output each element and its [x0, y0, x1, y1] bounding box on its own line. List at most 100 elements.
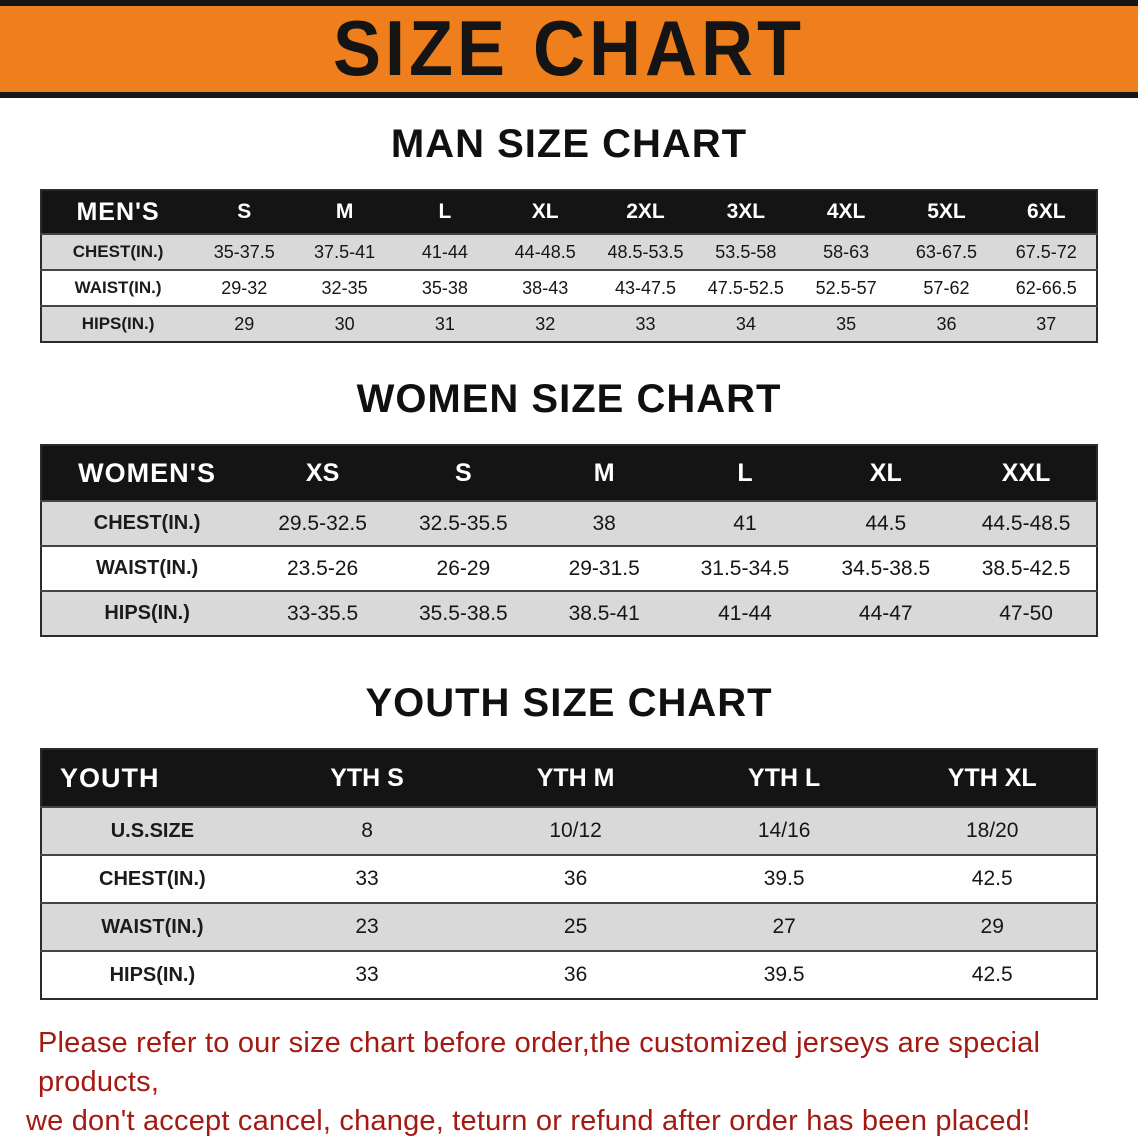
size-column-header: L — [438, 200, 452, 223]
size-value-cell: 29.5-32.5 — [252, 500, 393, 546]
size-value-cell: 43-47.5 — [595, 269, 696, 306]
size-value-cell: 29-32 — [194, 269, 295, 306]
size-value-cell: 34 — [695, 305, 796, 342]
size-value-cell: 41-44 — [394, 233, 496, 270]
size-value-cell: 30 — [294, 305, 395, 342]
size-value-cell: 35-37.5 — [194, 233, 295, 270]
table-row: WAIST(IN.) 23.5-26 26-29 29-31.5 31.5-34.5 34… — [41, 545, 1097, 591]
size-value-cell: 25 — [471, 902, 680, 951]
size-value-cell: 44.5 — [815, 500, 957, 546]
size-value-cell: 27 — [679, 902, 889, 951]
size-value-cell: 67.5-72 — [996, 233, 1097, 270]
row-label: CHEST(IN.) — [41, 500, 253, 546]
table-row: WAIST(IN.) 23 25 27 29 — [41, 902, 1097, 951]
table-row: HIPS(IN.) 33 36 39.5 42.5 — [41, 950, 1097, 999]
size-value-cell: 10/12 — [471, 806, 680, 855]
table-row: CHEST(IN.) 35-37.5 37.5-41 41-44 44-48.5 48.5… — [41, 233, 1097, 270]
table-title: WOMEN'S — [78, 457, 217, 488]
size-column-header: M — [335, 200, 354, 223]
size-column-header: 2XL — [626, 200, 665, 223]
size-column-header: XL — [531, 200, 559, 223]
size-value-cell: 32-35 — [294, 269, 395, 306]
size-value-cell: 38 — [533, 500, 675, 546]
row-label: WAIST(IN.) — [41, 269, 195, 306]
size-value-cell: 36 — [896, 305, 997, 342]
youth-size-chart-heading: YOUTH SIZE CHART — [365, 681, 773, 725]
table-title: YOUTH — [60, 762, 160, 793]
size-value-cell: 39.5 — [679, 950, 889, 999]
size-value-cell: 32.5-35.5 — [392, 500, 534, 546]
size-value-cell: 33 — [262, 854, 472, 903]
row-label: HIPS(IN.) — [41, 305, 195, 342]
size-value-cell: 35-38 — [394, 269, 496, 306]
size-column-header: 4XL — [826, 200, 866, 223]
size-value-cell: 33 — [262, 950, 472, 999]
row-label: HIPS(IN.) — [41, 950, 263, 999]
table-row: HIPS(IN.) 29 30 31 32 33 34 35 36 37 — [41, 305, 1097, 342]
size-column-header: XL — [869, 458, 902, 487]
size-value-cell: 47.5-52.5 — [695, 269, 796, 306]
table-row: CHEST(IN.) 33 36 39.5 42.5 — [41, 854, 1097, 903]
size-value-cell: 29-31.5 — [533, 545, 675, 591]
men-size-table: MEN'S S M L XL 2XL 3XL 4XL 5XL 6XL CHEST(IN.) 35-37… — [40, 189, 1098, 343]
size-value-cell: 8 — [262, 806, 472, 855]
size-value-cell: 58-63 — [795, 233, 897, 270]
women-size-table: WOMEN'S XS S M L XL XXL CHEST(IN.) 29.5-32.5 32.5… — [40, 444, 1098, 637]
size-value-cell: 36 — [471, 950, 680, 999]
size-value-cell: 53.5-58 — [695, 233, 796, 270]
size-value-cell: 23 — [262, 902, 472, 951]
size-value-cell: 23.5-26 — [252, 545, 393, 591]
size-column-header: M — [593, 458, 615, 487]
size-value-cell: 34.5-38.5 — [815, 545, 957, 591]
size-value-cell: 41-44 — [674, 590, 816, 636]
size-value-cell: 14/16 — [679, 806, 889, 855]
size-value-cell: 42.5 — [888, 854, 1097, 903]
size-column-header: S — [455, 458, 472, 487]
size-column-header: YTH M — [536, 763, 615, 792]
size-value-cell: 44-47 — [815, 590, 957, 636]
size-column-header: 5XL — [927, 200, 966, 223]
size-value-cell: 38.5-42.5 — [956, 545, 1097, 591]
size-column-header: YTH XL — [947, 763, 1037, 792]
women-size-chart-heading: WOMEN SIZE CHART — [356, 377, 782, 421]
size-value-cell: 36 — [471, 854, 680, 903]
size-value-cell: 44-48.5 — [495, 233, 596, 270]
size-value-cell: 63-67.5 — [896, 233, 997, 270]
disclaimer-line-2: we don't accept cancel, change, teturn o… — [26, 1105, 1031, 1138]
size-column-header: XXL — [1001, 458, 1051, 487]
size-column-header: 3XL — [726, 200, 766, 223]
size-column-header: XS — [305, 458, 340, 487]
size-value-cell: 41 — [674, 500, 816, 546]
size-value-cell: 31.5-34.5 — [674, 545, 816, 591]
table-header-row: MEN'S S M L XL 2XL 3XL 4XL 5XL 6XL — [41, 190, 1097, 234]
row-label: CHEST(IN.) — [41, 233, 195, 270]
size-value-cell: 33-35.5 — [252, 590, 393, 636]
table-header-row: YOUTH YTH S YTH M YTH L YTH XL — [41, 749, 1097, 807]
youth-size-table: YOUTH YTH S YTH M YTH L YTH XL U.S.SIZE 8 10/12… — [40, 748, 1098, 1000]
size-value-cell: 57-62 — [896, 269, 997, 306]
size-value-cell: 38-43 — [495, 269, 596, 306]
size-value-cell: 32 — [495, 305, 596, 342]
size-value-cell: 52.5-57 — [795, 269, 897, 306]
table-row: HIPS(IN.) 33-35.5 35.5-38.5 38.5-41 41-44 44-… — [41, 590, 1097, 636]
size-value-cell: 33 — [595, 305, 696, 342]
banner-title: SIZE CHART — [333, 5, 805, 93]
size-value-cell: 62-66.5 — [996, 269, 1097, 306]
size-value-cell: 29 — [194, 305, 295, 342]
row-label: U.S.SIZE — [41, 806, 263, 855]
size-value-cell: 48.5-53.5 — [595, 233, 696, 270]
size-column-header: S — [237, 200, 252, 223]
size-column-header: L — [737, 458, 753, 487]
size-value-cell: 37.5-41 — [294, 233, 395, 270]
size-column-header: YTH L — [748, 763, 821, 792]
size-value-cell: 38.5-41 — [533, 590, 675, 636]
table-title: MEN'S — [76, 197, 160, 226]
footer-disclaimer: Please refer to our size chart before or… — [26, 1024, 1120, 1141]
size-value-cell: 44.5-48.5 — [956, 500, 1097, 546]
size-value-cell: 35 — [795, 305, 897, 342]
table-row: U.S.SIZE 8 10/12 14/16 18/20 — [41, 806, 1097, 855]
row-label: HIPS(IN.) — [41, 590, 253, 636]
size-chart-banner: SIZE CHART — [0, 0, 1138, 98]
size-column-header: YTH S — [330, 763, 404, 792]
size-value-cell: 47-50 — [956, 590, 1097, 636]
